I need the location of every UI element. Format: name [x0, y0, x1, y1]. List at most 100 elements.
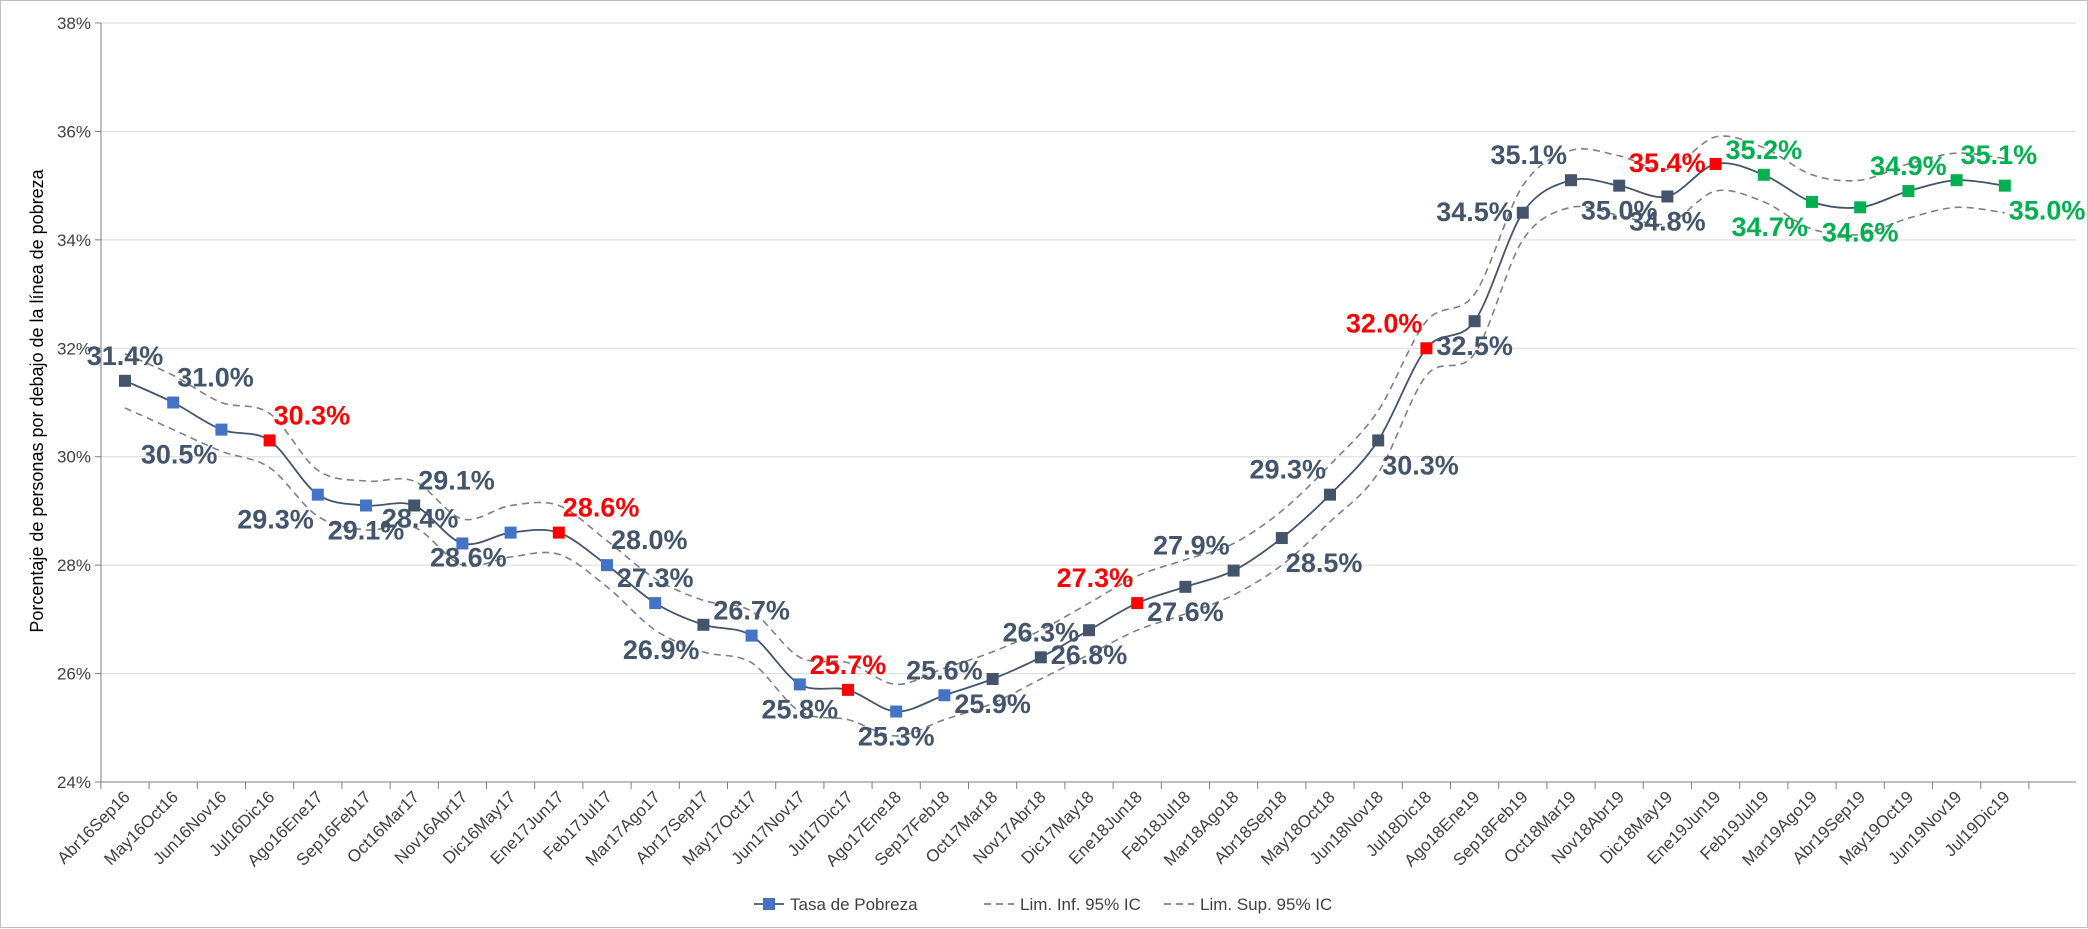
data-point — [1275, 532, 1288, 545]
data-label: 25.9% — [954, 689, 1031, 719]
data-point — [1034, 651, 1047, 664]
y-tick-label: 32% — [57, 339, 91, 358]
data-point — [1420, 342, 1433, 355]
data-label: 30.3% — [274, 400, 351, 430]
data-point — [456, 537, 469, 550]
data-label: 26.9% — [623, 635, 700, 665]
data-point — [649, 597, 662, 610]
data-label: 27.3% — [1057, 563, 1134, 593]
data-label: 35.1% — [1490, 140, 1567, 170]
data-point — [1757, 168, 1770, 181]
legend-lim-sup: Lim. Sup. 95% IC — [1164, 895, 1332, 914]
series-line-lim-inf — [124, 189, 2005, 737]
data-point — [1854, 201, 1867, 214]
y-tick-label: 38% — [57, 14, 91, 33]
data-point — [890, 705, 903, 718]
data-point — [263, 434, 276, 447]
data-point — [1806, 195, 1818, 208]
data-point — [1516, 206, 1529, 219]
data-label: 34.8% — [1629, 206, 1706, 236]
data-label: 35.0% — [1581, 196, 1658, 226]
series-line-lim-sup — [124, 135, 2005, 686]
data-label: 34.5% — [1436, 197, 1513, 227]
y-tick-label: 28% — [57, 556, 91, 575]
data-point — [1709, 157, 1722, 170]
data-label: 26.7% — [713, 596, 790, 626]
data-label: 35.2% — [1726, 135, 1803, 165]
data-point — [215, 423, 228, 436]
legend-label: Lim. Sup. 95% IC — [1200, 895, 1332, 914]
data-point — [1179, 580, 1192, 593]
data-label: 29.3% — [1249, 455, 1326, 485]
y-tick-label: 24% — [57, 773, 91, 792]
data-label: 25.7% — [810, 650, 887, 680]
data-point — [1324, 488, 1336, 501]
data-point — [1372, 434, 1385, 447]
data-point — [311, 488, 324, 501]
data-point — [793, 678, 806, 691]
data-point — [697, 618, 710, 631]
data-label: 26.3% — [1003, 617, 1080, 647]
data-label: 35.1% — [1961, 140, 2038, 170]
data-label: 29.1% — [328, 516, 405, 546]
y-tick-label: 36% — [57, 122, 91, 141]
legend-tasa-de-pobreza: Tasa de Pobreza — [754, 895, 918, 914]
data-label: 28.4% — [382, 503, 459, 533]
data-point — [745, 629, 758, 642]
y-tick-label: 30% — [57, 448, 91, 467]
data-label: 28.6% — [563, 493, 640, 523]
data-point — [842, 683, 854, 696]
data-label: 31.4% — [87, 341, 164, 371]
series-markers — [119, 157, 2011, 718]
data-point — [1998, 179, 2011, 192]
data-point — [986, 672, 999, 685]
data-label: 30.5% — [141, 440, 218, 470]
data-point — [360, 499, 372, 512]
data-label: 29.1% — [418, 466, 495, 496]
data-label: 34.7% — [1731, 212, 1808, 242]
data-point — [1131, 597, 1144, 610]
data-point — [119, 374, 131, 387]
data-point — [167, 396, 180, 409]
y-tick-label: 34% — [57, 231, 91, 250]
data-point — [408, 499, 421, 512]
data-label: 28.0% — [611, 525, 688, 555]
data-labels: 31.4%31.0%30.5%30.3%29.3% 29.1%29.1%28.4%… — [87, 135, 2086, 752]
data-point — [1661, 190, 1674, 203]
y-axis-title: Porcentaje de personas por debajo de la … — [27, 168, 47, 632]
data-point — [1613, 179, 1626, 192]
data-label: 27.3% — [617, 563, 694, 593]
y-axis-ticks: 24% 26% 28% 30% 32% 34% 36% 38% — [57, 14, 101, 792]
data-point — [1902, 185, 1915, 198]
data-label: 30.3% — [1382, 450, 1459, 480]
data-point — [1083, 624, 1095, 637]
data-point — [504, 526, 517, 539]
data-label: 28.5% — [1286, 548, 1363, 578]
data-point — [552, 526, 565, 539]
legend-label: Lim. Inf. 95% IC — [1020, 895, 1141, 914]
data-label: 35.0% — [2009, 196, 2086, 226]
data-label: 35.4% — [1629, 148, 1706, 178]
gridlines — [101, 22, 2076, 675]
data-point — [1468, 315, 1481, 328]
data-label: 25.8% — [762, 694, 839, 724]
data-label: 32.0% — [1346, 308, 1423, 338]
data-label: 28.6% — [430, 543, 507, 573]
data-label: 34.9% — [1870, 151, 1947, 181]
y-tick-label: 26% — [57, 665, 91, 684]
legend-marker — [763, 898, 775, 910]
data-label: 27.9% — [1153, 531, 1230, 561]
data-label: 31.0% — [177, 363, 254, 393]
legend-label: Tasa de Pobreza — [790, 895, 918, 914]
data-label: 32.5% — [1436, 331, 1513, 361]
data-point — [601, 559, 613, 572]
axes — [100, 23, 2076, 783]
data-label: 27.6% — [1147, 597, 1224, 627]
data-point — [1950, 174, 1963, 187]
data-label: 34.6% — [1822, 217, 1899, 247]
data-point — [1227, 564, 1240, 577]
legend-lim-inf: Lim. Inf. 95% IC — [984, 895, 1141, 914]
legend: Tasa de Pobreza Lim. Inf. 95% IC Lim. Sup.… — [754, 895, 1332, 914]
